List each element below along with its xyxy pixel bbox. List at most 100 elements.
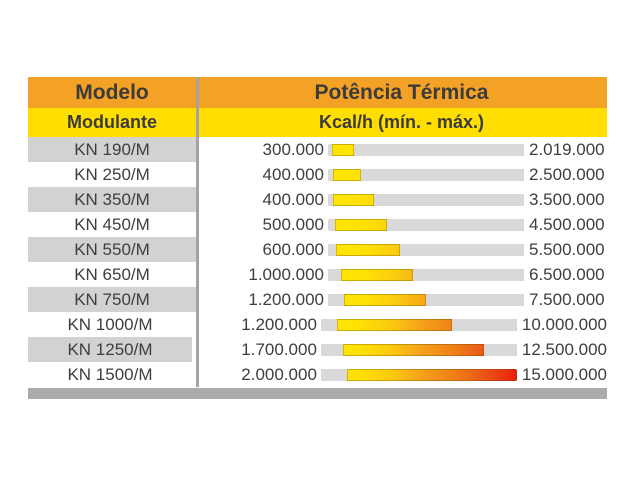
bar-cover-left (328, 218, 335, 231)
min-value: 500.000 (262, 214, 324, 234)
bar-cover-left (328, 268, 342, 281)
bar-track (328, 143, 524, 156)
table-row: KN 1500/M 2.000.000 15.000.000 (28, 362, 607, 387)
bar-track (320, 343, 517, 356)
bar-cell (328, 212, 524, 237)
table-row: KN 1250/M 1.700.000 12.500.000 (28, 337, 607, 362)
header-power-title: Potência Térmica (314, 80, 489, 104)
max-value: 12.500.000 (521, 339, 607, 359)
bar-cover-right (373, 193, 524, 206)
max-value: 7.500.000 (529, 289, 605, 309)
bar-cell (320, 312, 517, 337)
model-cell: KN 1250/M (28, 337, 192, 362)
model-cell: KN 1500/M (67, 364, 153, 384)
bar-cover-right (484, 343, 517, 356)
min-value: 2.000.000 (241, 364, 317, 384)
bar-cell (328, 187, 524, 212)
bar-fill-outline (337, 319, 452, 331)
model-cell: KN 550/M (28, 237, 196, 262)
bar-cell (328, 162, 524, 187)
header-row-titles: Modelo Potência Térmica (28, 77, 607, 108)
bar-cover-left (328, 143, 332, 156)
bar-cell (320, 362, 517, 387)
bar-fill-outline (343, 344, 484, 356)
table-row: KN 750/M 1.200.000 7.500.000 (28, 287, 607, 312)
table-row: KN 190/M 300.000 2.019.000 (28, 137, 607, 162)
column-divider (196, 77, 199, 387)
model-cell: KN 450/M (74, 214, 150, 234)
bar-fill-outline (341, 269, 413, 281)
bar-track (320, 318, 517, 331)
bar-cell (320, 337, 517, 362)
table-row: KN 650/M 1.000.000 6.500.000 (28, 262, 607, 287)
bar-cover-right (354, 143, 524, 156)
bar-cover-left (328, 193, 334, 206)
model-cell: KN 750/M (28, 287, 196, 312)
table-row: KN 450/M 500.000 4.500.000 (28, 212, 607, 237)
bar-cover-right (360, 168, 524, 181)
bar-fill-outline (336, 244, 400, 256)
max-value: 2.019.000 (529, 139, 605, 159)
max-value: 6.500.000 (529, 264, 605, 284)
footer-bar (28, 388, 607, 399)
table-row: KN 350/M 400.000 3.500.000 (28, 187, 607, 212)
max-value: 4.500.000 (529, 214, 605, 234)
model-cell: KN 650/M (74, 264, 150, 284)
min-value: 300.000 (262, 139, 324, 159)
bar-cell (328, 287, 524, 312)
table-row: KN 550/M 600.000 5.500.000 (28, 237, 607, 262)
bar-cover-left (320, 343, 344, 356)
header-model-title: Modelo (75, 80, 149, 104)
table-row: KN 250/M 400.000 2.500.000 (28, 162, 607, 187)
power-table: Modelo Potência Térmica Modulante Kcal/h… (28, 77, 607, 399)
bar-cover-right (426, 293, 524, 306)
max-value: 15.000.000 (521, 364, 607, 384)
bar-cover-left (328, 293, 344, 306)
min-value: 1.700.000 (241, 339, 317, 359)
bar-track (328, 218, 524, 231)
bar-cover-left (328, 168, 334, 181)
min-value: 400.000 (262, 189, 324, 209)
bar-cover-right (412, 268, 524, 281)
max-value: 10.000.000 (521, 314, 607, 334)
header-row-subtitles: Modulante Kcal/h (mín. - máx.) (28, 108, 607, 137)
bar-fill-outline (332, 144, 354, 156)
bar-fill-outline (333, 194, 374, 206)
max-value: 5.500.000 (529, 239, 605, 259)
min-value: 400.000 (262, 164, 324, 184)
min-value: 600.000 (262, 239, 324, 259)
bar-cover-right (451, 318, 517, 331)
max-value: 3.500.000 (529, 189, 605, 209)
model-cell: KN 190/M (28, 137, 196, 162)
bar-cover-right (399, 243, 524, 256)
header-kcal-subtitle: Kcal/h (mín. - máx.) (318, 112, 485, 132)
table-row: KN 1000/M 1.200.000 10.000.000 (28, 312, 607, 337)
bar-track (320, 368, 517, 381)
model-cell: KN 1000/M (67, 314, 153, 334)
model-cell: KN 350/M (28, 187, 196, 212)
bar-fill-outline (333, 169, 360, 181)
bar-fill-outline (335, 219, 387, 231)
bar-track (328, 193, 524, 206)
bar-track (328, 268, 524, 281)
bar-cell (328, 262, 524, 287)
bar-cell (328, 137, 524, 162)
bar-cover-left (320, 368, 348, 381)
table-rows: KN 190/M 300.000 2.019.000 KN 250/M 400.… (28, 137, 607, 387)
bar-track (328, 168, 524, 181)
bar-fill-outline (347, 369, 517, 381)
bar-cell (328, 237, 524, 262)
header-modulante-subtitle: Modulante (67, 112, 157, 132)
min-value: 1.200.000 (248, 289, 324, 309)
bar-cover-right (386, 218, 524, 231)
bar-cover-left (328, 243, 336, 256)
min-value: 1.200.000 (241, 314, 317, 334)
model-cell: KN 250/M (74, 164, 150, 184)
bar-track (328, 293, 524, 306)
bar-fill-outline (344, 294, 426, 306)
max-value: 2.500.000 (529, 164, 605, 184)
bar-track (328, 243, 524, 256)
min-value: 1.000.000 (248, 264, 324, 284)
bar-cover-left (320, 318, 337, 331)
